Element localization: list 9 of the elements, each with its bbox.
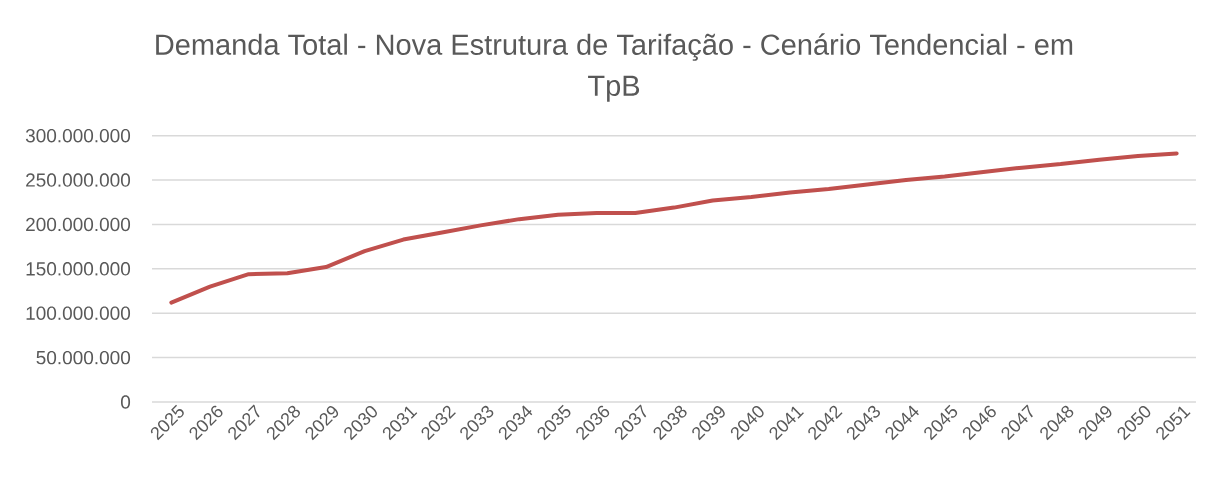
y-tick-label: 200.000.000	[26, 217, 131, 232]
y-tick-label: 300.000.000	[25, 128, 131, 143]
y-tick-label: 50.000.000	[36, 350, 131, 365]
chart-title: Demanda Total - Nova Estrutura de Tarifação - Cenário Tendencial - em TpB	[156, 33, 1073, 102]
y-tick-label: 250.000.000	[26, 173, 131, 187]
y-tick-label: 150.000.000	[26, 262, 131, 276]
y-tick-label: 0	[120, 395, 131, 409]
y-tick-label: 100.000.000	[26, 306, 131, 320]
line-series	[169, 151, 1179, 305]
